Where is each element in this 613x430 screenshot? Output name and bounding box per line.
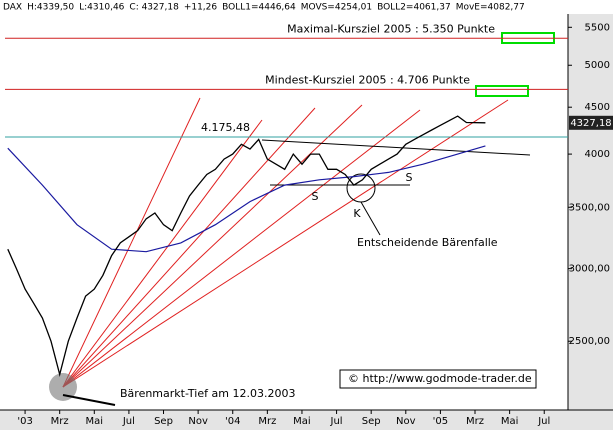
fan-line (62, 104, 363, 388)
y-tick-label: 2500,00 (569, 336, 610, 347)
x-tick-label: Mrz (258, 416, 276, 427)
price-line (7, 115, 486, 377)
x-axis-panel (0, 410, 613, 430)
x-tick-label: '03 (17, 416, 32, 427)
x-tick-label: '05 (433, 416, 448, 427)
x-tick-label: Mrz (51, 416, 69, 427)
fan-line (62, 107, 316, 388)
header-item: L:4310,46 (79, 3, 125, 13)
x-tick-label: Mai (293, 416, 311, 427)
fan-line (62, 119, 263, 388)
level-label: Maximal-Kursziel 2005 : 5.350 Punkte (287, 22, 495, 35)
moving-average (7, 145, 486, 253)
fan-line (62, 109, 421, 388)
annotation: K (353, 207, 361, 220)
x-tick-label: Mai (86, 416, 104, 427)
fan-lines (62, 97, 509, 388)
level-label: Mindest-Kursziel 2005 : 4.706 Punkte (265, 73, 470, 86)
target-box (475, 85, 529, 97)
annotation: S (406, 171, 413, 184)
x-tick-label: Nov (396, 416, 416, 427)
header-item: DAX (3, 3, 22, 13)
y-tick-label: 3000,00 (569, 264, 610, 275)
x-tick-label: Sep (362, 416, 381, 427)
price-box (569, 115, 613, 130)
annotation: S (312, 190, 319, 203)
resistance-line (261, 139, 531, 156)
header-item: MOVS=4254,01 (301, 3, 372, 13)
x-tick-label: Mai (501, 416, 519, 427)
y-tick-label: 3500,00 (569, 202, 610, 213)
low-marker (49, 373, 77, 401)
header-item: MovE=4082,77 (456, 3, 525, 13)
credit-box (339, 369, 537, 389)
x-tick-label: Mrz (466, 416, 484, 427)
y-tick-label: 5000 (585, 60, 610, 71)
price-label: 4327,18 (570, 118, 611, 129)
header-item: C: 4327,18 (129, 3, 179, 13)
x-tick-label: Sep (154, 416, 173, 427)
annotation: Entscheidende Bärenfalle (357, 236, 498, 249)
header-item: BOLL2=4061,37 (377, 3, 451, 13)
y-tick-label: 4500 (585, 102, 610, 113)
y-tick-label: 5500 (585, 22, 610, 33)
pointer (62, 394, 116, 406)
y-axis-panel (568, 14, 613, 410)
header-item: BOLL1=4446,64 (222, 3, 296, 13)
x-tick-label: Jul (537, 416, 550, 427)
header-item: H:4339,50 (27, 3, 74, 13)
level-label: 4.175,48 (201, 121, 250, 134)
header-item: +11,26 (184, 3, 218, 13)
y-tick-label: 4000 (585, 149, 610, 160)
fan-line (62, 99, 509, 388)
pointer (360, 201, 381, 236)
x-tick-label: Jul (122, 416, 135, 427)
x-tick-label: Jul (330, 416, 343, 427)
annotation: Bärenmarkt-Tief am 12.03.2003 (120, 387, 295, 400)
fan-line (62, 97, 201, 388)
annotation: © http://www.godmode-trader.de (348, 372, 532, 385)
x-tick-label: Nov (188, 416, 208, 427)
x-tick-label: '04 (225, 416, 240, 427)
